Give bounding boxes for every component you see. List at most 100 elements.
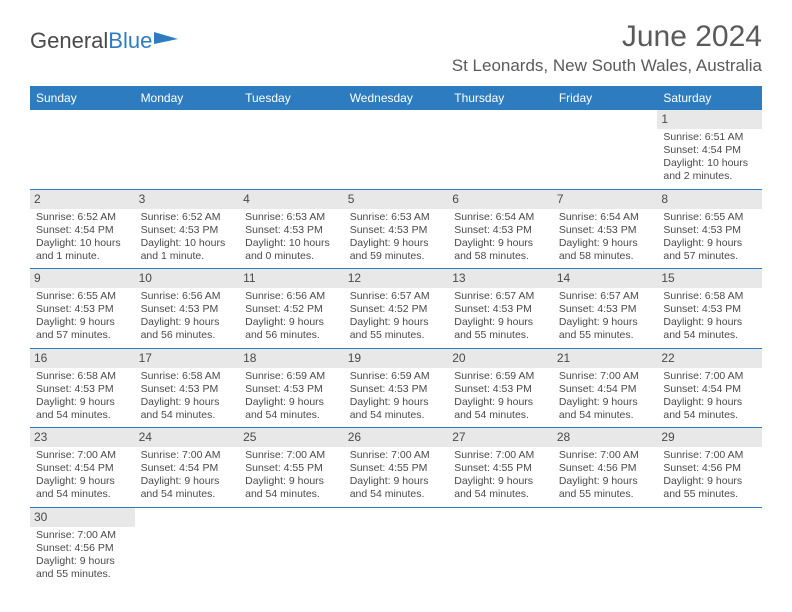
calendar-cell: 24 Sunrise: 7:00 AMSunset: 4:54 PMDayligh…: [135, 428, 240, 508]
sunrise-text: Sunrise: 6:53 AM: [350, 211, 443, 224]
calendar-week-row: 16Sunrise: 6:58 AMSunset: 4:53 PMDayligh…: [30, 348, 762, 428]
daylight-text: Daylight: 9 hours and 55 minutes.: [559, 475, 652, 501]
day-number: 28: [553, 428, 658, 447]
sunset-text: Sunset: 4:53 PM: [36, 383, 129, 396]
daylight-text: Daylight: 9 hours and 54 minutes.: [141, 475, 234, 501]
sunset-text: Sunset: 4:53 PM: [141, 303, 234, 316]
calendar-cell: 25Sunrise: 7:00 AMSunset: 4:55 PMDayligh…: [239, 428, 344, 508]
sunset-text: Sunset: 4:54 PM: [141, 462, 234, 475]
day-number: 8: [657, 190, 762, 209]
daylight-text: Daylight: 9 hours and 54 minutes.: [559, 396, 652, 422]
daylight-text: Daylight: 9 hours and 58 minutes.: [454, 237, 547, 263]
calendar-week-row: 9Sunrise: 6:55 AMSunset: 4:53 PMDaylight…: [30, 269, 762, 349]
weekday-header: Thursday: [448, 86, 553, 110]
calendar-cell: 5Sunrise: 6:53 AMSunset: 4:53 PMDaylight…: [344, 189, 449, 269]
calendar-cell: 12Sunrise: 6:57 AMSunset: 4:52 PMDayligh…: [344, 269, 449, 349]
daylight-text: Daylight: 9 hours and 54 minutes.: [245, 396, 338, 422]
daylight-text: Daylight: 10 hours and 2 minutes.: [663, 157, 756, 183]
sunrise-text: Sunrise: 7:00 AM: [663, 449, 756, 462]
sunrise-text: Sunrise: 6:58 AM: [36, 370, 129, 383]
sunrise-text: Sunrise: 6:54 AM: [559, 211, 652, 224]
sunrise-text: Sunrise: 7:00 AM: [245, 449, 338, 462]
day-number: 11: [239, 269, 344, 288]
daylight-text: Daylight: 9 hours and 54 minutes.: [663, 396, 756, 422]
calendar-week-row: 2Sunrise: 6:52 AMSunset: 4:54 PMDaylight…: [30, 189, 762, 269]
sunrise-text: Sunrise: 6:54 AM: [454, 211, 547, 224]
calendar-cell: [448, 507, 553, 586]
logo-text-general: General: [30, 28, 108, 54]
sunset-text: Sunset: 4:54 PM: [559, 383, 652, 396]
calendar-cell: 11Sunrise: 6:56 AMSunset: 4:52 PMDayligh…: [239, 269, 344, 349]
calendar-cell: [553, 110, 658, 189]
sunrise-text: Sunrise: 7:00 AM: [663, 370, 756, 383]
daylight-text: Daylight: 9 hours and 54 minutes.: [454, 475, 547, 501]
calendar-cell: [657, 507, 762, 586]
day-number: 16: [30, 349, 135, 368]
daylight-text: Daylight: 9 hours and 57 minutes.: [663, 237, 756, 263]
day-number: 10: [135, 269, 240, 288]
sunrise-text: Sunrise: 7:00 AM: [559, 370, 652, 383]
title-block: June 2024 St Leonards, New South Wales, …: [452, 20, 762, 76]
calendar-week-row: 23Sunrise: 7:00 AMSunset: 4:54 PMDayligh…: [30, 428, 762, 508]
daylight-text: Daylight: 9 hours and 55 minutes.: [454, 316, 547, 342]
day-number: 4: [239, 190, 344, 209]
day-number: 24: [135, 428, 240, 447]
calendar-cell: 9Sunrise: 6:55 AMSunset: 4:53 PMDaylight…: [30, 269, 135, 349]
sunset-text: Sunset: 4:53 PM: [454, 224, 547, 237]
sunset-text: Sunset: 4:54 PM: [663, 144, 756, 157]
sunrise-text: Sunrise: 6:56 AM: [141, 290, 234, 303]
sunset-text: Sunset: 4:56 PM: [559, 462, 652, 475]
day-number: 29: [657, 428, 762, 447]
calendar-cell: 29Sunrise: 7:00 AMSunset: 4:56 PMDayligh…: [657, 428, 762, 508]
calendar-cell: 22Sunrise: 7:00 AMSunset: 4:54 PMDayligh…: [657, 348, 762, 428]
calendar-cell: 17Sunrise: 6:58 AMSunset: 4:53 PMDayligh…: [135, 348, 240, 428]
day-number: 15: [657, 269, 762, 288]
daylight-text: Daylight: 9 hours and 55 minutes.: [350, 316, 443, 342]
location: St Leonards, New South Wales, Australia: [452, 56, 762, 76]
sunrise-text: Sunrise: 6:55 AM: [663, 211, 756, 224]
sunset-text: Sunset: 4:52 PM: [350, 303, 443, 316]
sunset-text: Sunset: 4:53 PM: [454, 383, 547, 396]
day-number: 6: [448, 190, 553, 209]
calendar-cell: [344, 507, 449, 586]
sunset-text: Sunset: 4:53 PM: [454, 303, 547, 316]
sunrise-text: Sunrise: 6:59 AM: [454, 370, 547, 383]
calendar-cell: 6 Sunrise: 6:54 AMSunset: 4:53 PMDaylight…: [448, 189, 553, 269]
sunset-text: Sunset: 4:53 PM: [245, 224, 338, 237]
sunset-text: Sunset: 4:54 PM: [36, 224, 129, 237]
calendar-cell: [30, 110, 135, 189]
sunset-text: Sunset: 4:55 PM: [350, 462, 443, 475]
sunset-text: Sunset: 4:53 PM: [141, 383, 234, 396]
sunrise-text: Sunrise: 6:53 AM: [245, 211, 338, 224]
calendar-cell: 13Sunrise: 6:57 AMSunset: 4:53 PMDayligh…: [448, 269, 553, 349]
sunrise-text: Sunrise: 7:00 AM: [141, 449, 234, 462]
weekday-header: Wednesday: [344, 86, 449, 110]
calendar-cell: 30Sunrise: 7:00 AMSunset: 4:56 PMDayligh…: [30, 507, 135, 586]
sunrise-text: Sunrise: 6:57 AM: [454, 290, 547, 303]
sunset-text: Sunset: 4:53 PM: [559, 303, 652, 316]
daylight-text: Daylight: 9 hours and 57 minutes.: [36, 316, 129, 342]
day-number: 7: [553, 190, 658, 209]
daylight-text: Daylight: 10 hours and 0 minutes.: [245, 237, 338, 263]
daylight-text: Daylight: 9 hours and 58 minutes.: [559, 237, 652, 263]
sunset-text: Sunset: 4:53 PM: [350, 224, 443, 237]
sunset-text: Sunset: 4:53 PM: [663, 224, 756, 237]
calendar-cell: 4 Sunrise: 6:53 AMSunset: 4:53 PMDaylight…: [239, 189, 344, 269]
calendar-cell: [239, 110, 344, 189]
calendar-cell: 2Sunrise: 6:52 AMSunset: 4:54 PMDaylight…: [30, 189, 135, 269]
sunrise-text: Sunrise: 6:52 AM: [141, 211, 234, 224]
calendar-cell: 20Sunrise: 6:59 AMSunset: 4:53 PMDayligh…: [448, 348, 553, 428]
daylight-text: Daylight: 9 hours and 54 minutes.: [350, 475, 443, 501]
day-number: 1: [657, 110, 762, 129]
sunrise-text: Sunrise: 7:00 AM: [36, 529, 129, 542]
sunset-text: Sunset: 4:56 PM: [36, 542, 129, 555]
calendar-cell: 7Sunrise: 6:54 AMSunset: 4:53 PMDaylight…: [553, 189, 658, 269]
daylight-text: Daylight: 9 hours and 55 minutes.: [559, 316, 652, 342]
sunset-text: Sunset: 4:52 PM: [245, 303, 338, 316]
day-number: 20: [448, 349, 553, 368]
calendar-cell: [448, 110, 553, 189]
day-number: 12: [344, 269, 449, 288]
sunrise-text: Sunrise: 7:00 AM: [559, 449, 652, 462]
sunrise-text: Sunrise: 7:00 AM: [454, 449, 547, 462]
daylight-text: Daylight: 10 hours and 1 minute.: [36, 237, 129, 263]
